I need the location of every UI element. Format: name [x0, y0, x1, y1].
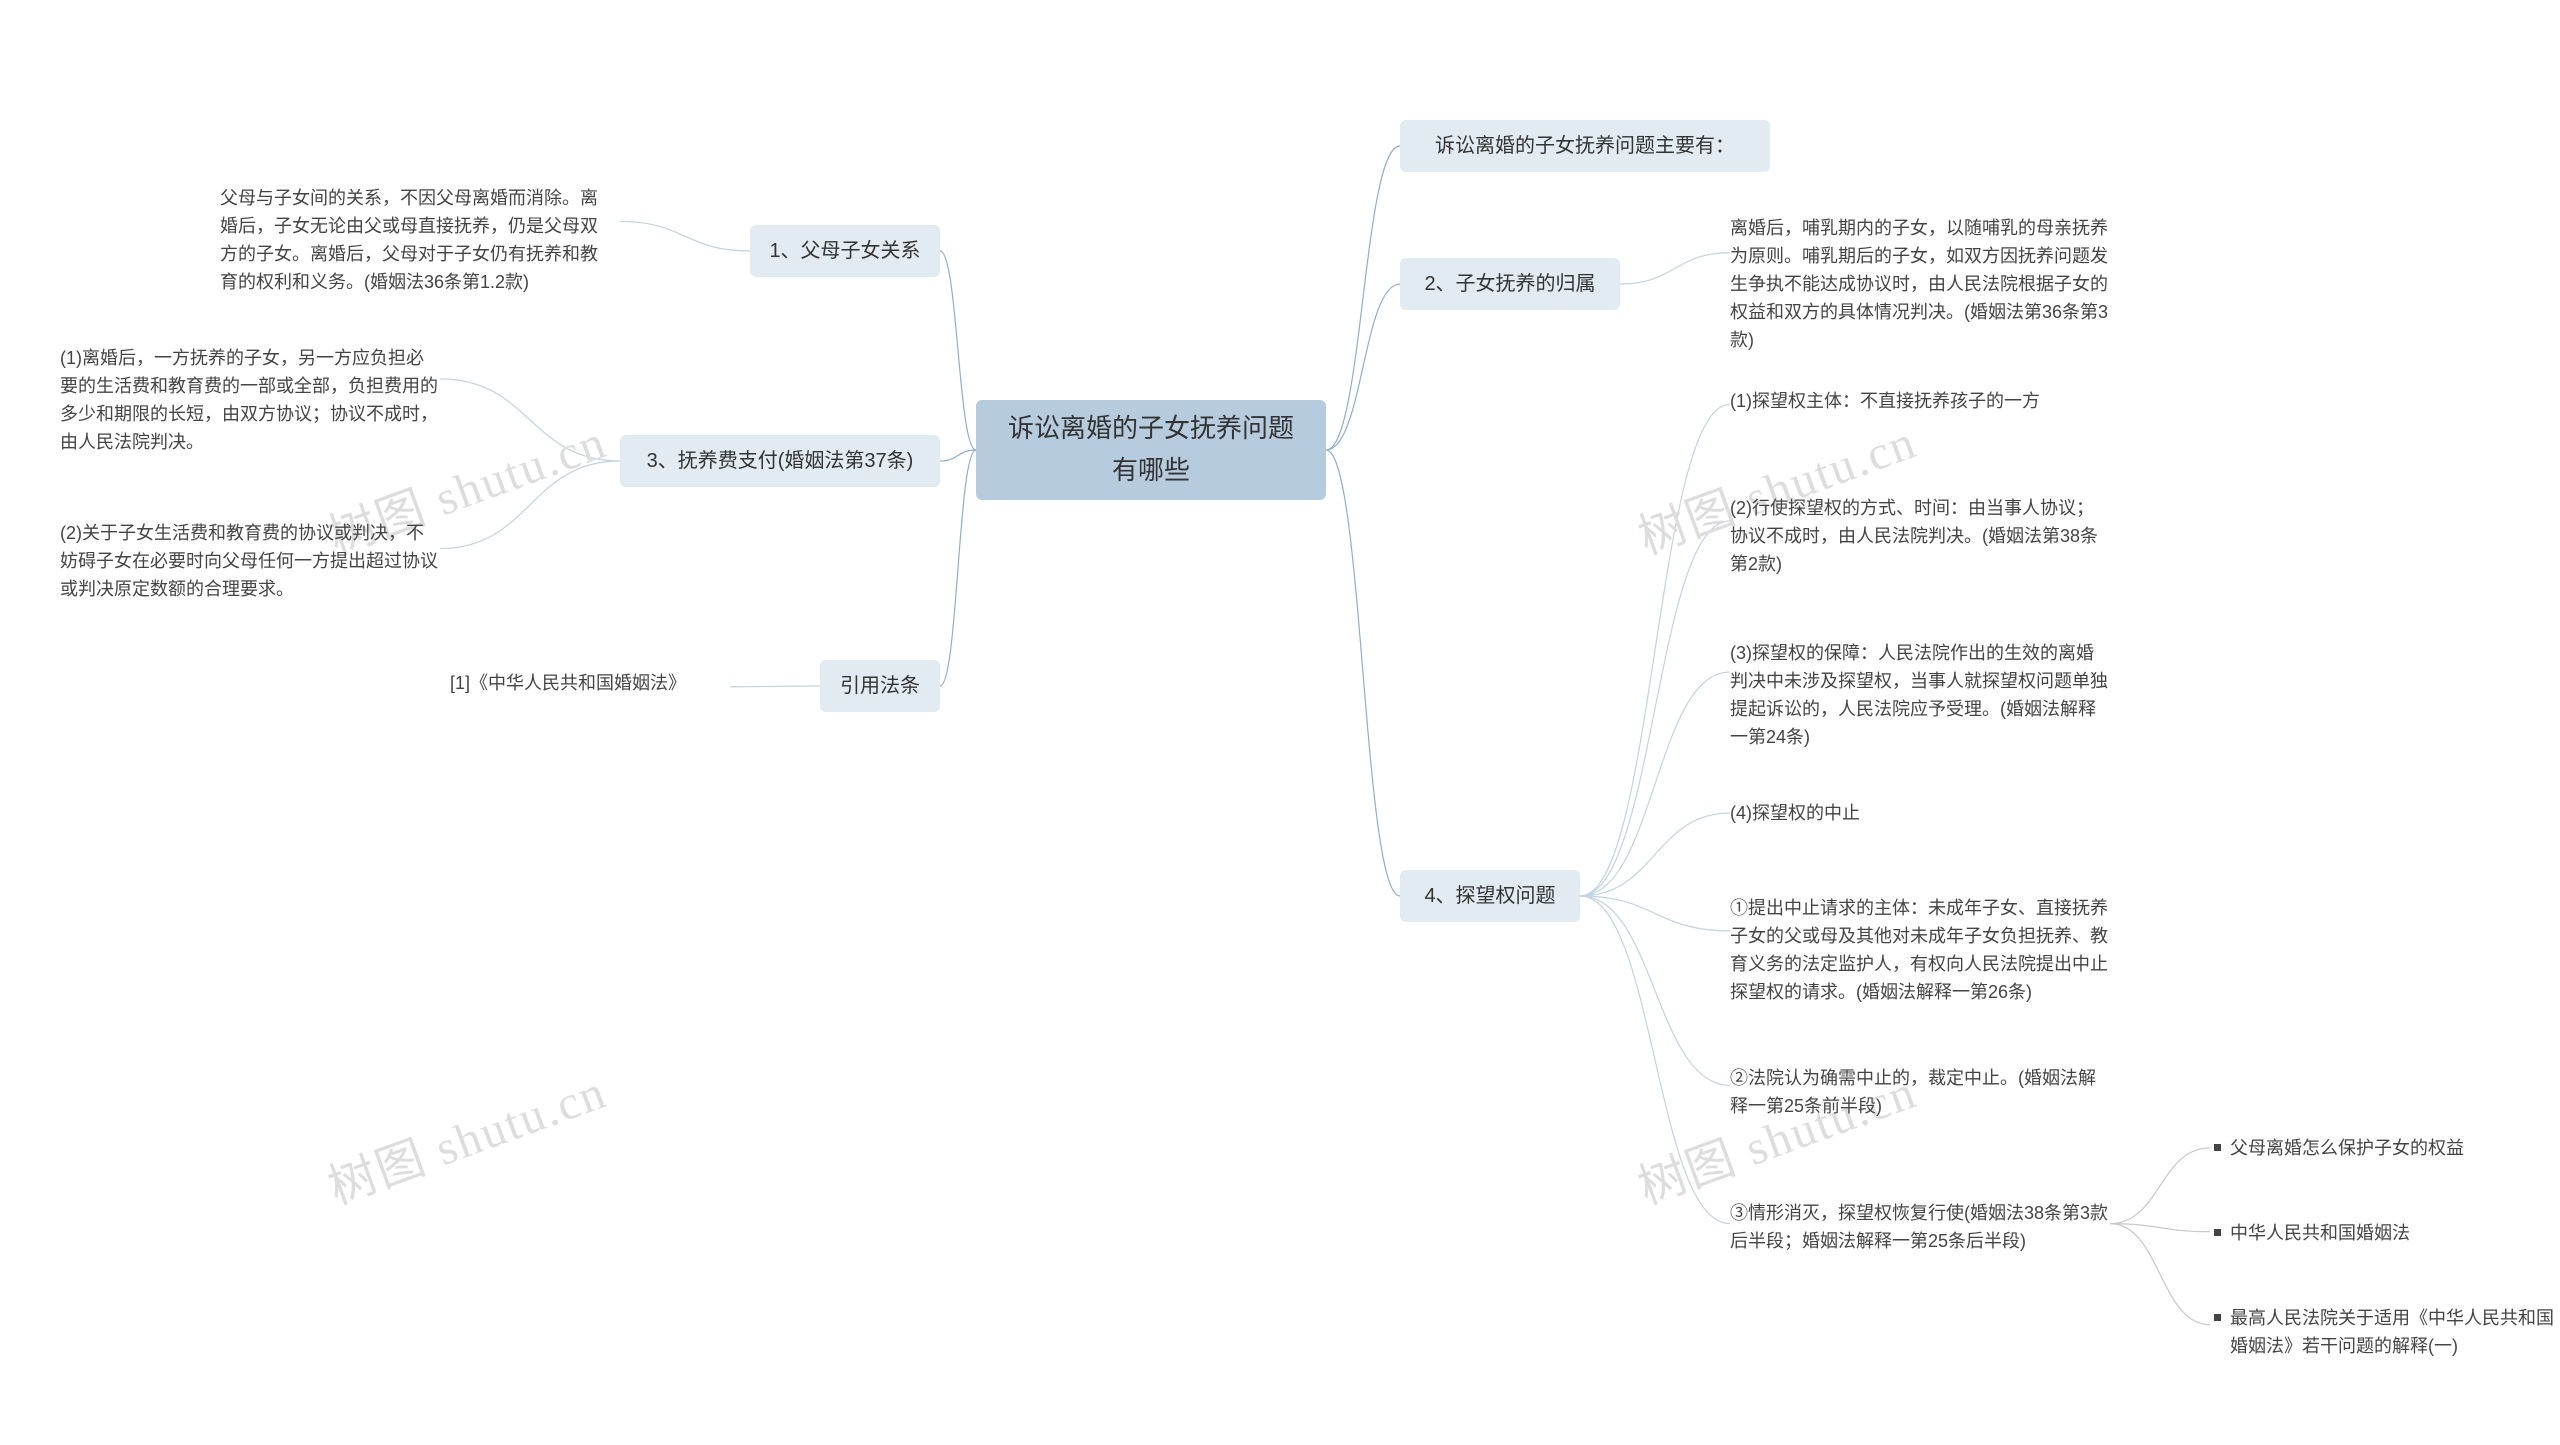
bullet-icon — [2214, 1144, 2221, 1151]
leaf-text: (2)行使探望权的方式、时间：由当事人协议；协议不成时，由人民法院判决。(婚姻法… — [1730, 495, 2110, 579]
leaf-text: ①提出中止请求的主体：未成年子女、直接抚养子女的父或母及其他对未成年子女负担抚养… — [1730, 895, 2110, 1007]
leaf-text: (3)探望权的保障：人民法院作出的生效的离婚判决中未涉及探望权，当事人就探望权问… — [1730, 640, 2110, 752]
sub-leaf-text: 父母离婚怎么保护子女的权益 — [2230, 1135, 2530, 1163]
bullet-icon — [2214, 1314, 2221, 1321]
watermark: 树图 shutu.cn — [317, 1052, 615, 1217]
leaf-text: ③情形消灭，探望权恢复行使(婚姻法38条第3款后半段；婚姻法解释一第25条后半段… — [1730, 1200, 2110, 1256]
bullet-icon — [2214, 1229, 2221, 1236]
leaf-text: (1)探望权主体：不直接抚养孩子的一方 — [1730, 388, 2110, 416]
branch-node-l1[interactable]: 1、父母子女关系 — [750, 225, 940, 277]
branch-node-l3[interactable]: 3、抚养费支付(婚姻法第37条) — [620, 435, 940, 487]
branch-node-r4[interactable]: 4、探望权问题 — [1400, 870, 1580, 922]
leaf-text: [1]《中华人民共和国婚姻法》 — [450, 670, 730, 698]
leaf-text: (4)探望权的中止 — [1730, 800, 2110, 828]
leaf-text: (1)离婚后，一方抚养的子女，另一方应负担必要的生活费和教育费的一部或全部，负担… — [60, 345, 440, 457]
branch-node-r0[interactable]: 诉讼离婚的子女抚养问题主要有： — [1400, 120, 1770, 172]
branch-node-r2[interactable]: 2、子女抚养的归属 — [1400, 258, 1620, 310]
leaf-text: 父母与子女间的关系，不因父母离婚而消除。离婚后，子女无论由父或母直接抚养，仍是父… — [220, 185, 600, 297]
sub-leaf-text: 中华人民共和国婚姻法 — [2230, 1220, 2530, 1248]
sub-leaf-text: 最高人民法院关于适用《中华人民共和国婚姻法》若干问题的解释(一) — [2230, 1305, 2560, 1361]
leaf-text: (2)关于子女生活费和教育费的协议或判决，不妨碍子女在必要时向父母任何一方提出超… — [60, 520, 440, 604]
root-node[interactable]: 诉讼离婚的子女抚养问题 有哪些 — [976, 400, 1326, 500]
leaf-text: 离婚后，哺乳期内的子女，以随哺乳的母亲抚养为原则。哺乳期后的子女，如双方因抚养问… — [1730, 215, 2110, 354]
branch-node-l4[interactable]: 引用法条 — [820, 660, 940, 712]
leaf-text: ②法院认为确需中止的，裁定中止。(婚姻法解释一第25条前半段) — [1730, 1065, 2110, 1121]
